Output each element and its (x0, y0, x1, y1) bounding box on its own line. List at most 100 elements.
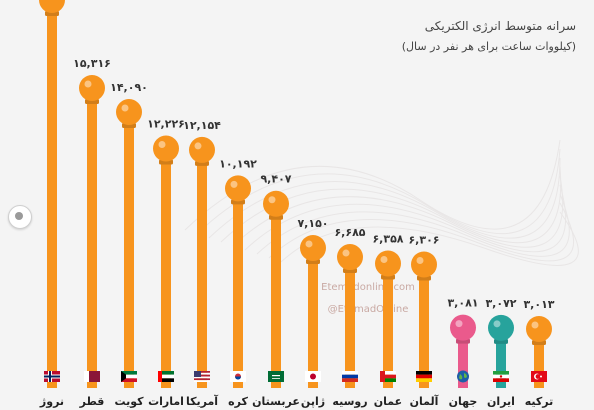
category-label: آلمان (410, 394, 439, 408)
bar-stem (271, 203, 281, 388)
category-label: نروژ (39, 395, 64, 408)
bar-uae: ۱۲,۲۲۶ امارات (147, 118, 185, 408)
bar-bulb (488, 314, 514, 341)
flag-japan-icon (305, 371, 321, 382)
value-label: ۱۲,۲۲۶ (147, 118, 185, 131)
value-label: ۶,۳۵۸ (372, 232, 403, 245)
bar-bulb (153, 135, 179, 162)
flag-norway-icon (44, 371, 60, 382)
bar-stem (233, 188, 243, 388)
category-label: ایران (487, 395, 515, 408)
chart-subtitle: (کیلووات ساعت برای هر نفر در سال) (402, 40, 576, 53)
bar-japan: ۷,۱۵۰ ژاپن (297, 217, 328, 408)
background-swirl (268, 202, 575, 262)
background-swirl (280, 211, 579, 266)
bar-kuwait: ۱۴,۰۹۰ کویت (110, 81, 148, 408)
category-label: ژاپن (301, 395, 325, 408)
bar-germany: ۶,۳۰۶ آلمان (408, 233, 439, 408)
bar-bulb (39, 0, 65, 13)
bar-bulb (300, 234, 326, 261)
background-swirl (208, 157, 561, 239)
watermark-handle: @EtemadOnline (328, 304, 409, 315)
bar-stem (87, 88, 97, 388)
bar-iran: ۳,۰۷۲ ایران (485, 297, 516, 408)
flag-russia-icon (342, 371, 358, 382)
value-label: ۶,۶۸۵ (334, 226, 365, 239)
category-label: ترکیه (525, 395, 554, 408)
bar-stem (161, 148, 171, 388)
bar-highlight (194, 142, 202, 150)
category-label: آمریکا (186, 394, 218, 408)
bar-bulb (450, 314, 476, 341)
bar-bulb (116, 99, 142, 126)
flag-turkey-icon (531, 371, 547, 382)
category-label: روسیه (332, 395, 367, 408)
bar-oman: ۶,۳۵۸ عمان (372, 232, 403, 408)
bar-stem (308, 247, 318, 388)
background-swirl (256, 193, 570, 257)
flag-south-korea-icon (230, 371, 246, 382)
flag-saudi-arabia-icon (268, 371, 284, 382)
bar-norway: نروژ (39, 0, 65, 408)
background-swirl (244, 184, 567, 253)
bar-stem (534, 328, 544, 388)
value-label: ۱۴,۰۹۰ (110, 81, 148, 94)
bar-world: ۳,۰۸۱ جهان (447, 297, 478, 408)
watermark-url: Etemadonline.com (321, 282, 415, 293)
category-label: جهان (449, 395, 478, 408)
value-label: ۷,۱۵۰ (297, 217, 328, 230)
flag-germany-icon (416, 371, 432, 382)
bar-saudi-arabia: ۹,۴۰۷ عربستان (252, 173, 300, 408)
bar-russia: ۶,۶۸۵ روسیه (332, 226, 367, 408)
flag-world-icon (457, 370, 469, 383)
bar-stem (345, 257, 355, 388)
bar-highlight (380, 255, 388, 263)
bar-qatar: ۱۵,۳۱۶ قطر (73, 57, 111, 408)
bar-highlight (455, 320, 463, 328)
background-swirl (232, 175, 564, 248)
chart-title: سرانه متوسط انرژی الکتریکی (425, 19, 576, 34)
flag-uae-icon (158, 371, 174, 382)
bar-highlight (84, 80, 92, 88)
bar-bulb (263, 190, 289, 217)
carousel-prev-button[interactable] (8, 205, 32, 229)
bar-highlight (158, 141, 166, 149)
bar-stem (124, 112, 134, 388)
bar-stem (383, 263, 393, 388)
bar-bulb (375, 250, 401, 277)
category-label: عربستان (252, 395, 300, 408)
bar-bulb (411, 251, 437, 278)
flag-usa-icon (194, 371, 210, 382)
bar-stem (496, 327, 506, 388)
bar-highlight (305, 240, 313, 248)
category-label: امارات (148, 395, 184, 408)
bar-stem (47, 0, 57, 388)
bar-bulb (79, 75, 105, 101)
category-label: کویت (114, 395, 144, 408)
watermark: Etemadonline.com @EtemadOnline (321, 282, 415, 315)
bar-highlight (416, 256, 424, 264)
category-label: قطر (79, 395, 105, 408)
background-decoration (184, 139, 579, 266)
value-label: ۱۰,۱۹۲ (219, 157, 257, 170)
bar-highlight (230, 180, 238, 188)
bar-south-korea: ۱۰,۱۹۲ کره (219, 157, 257, 408)
flag-kuwait-icon (121, 371, 137, 382)
bar-usa: ۱۲,۱۵۴ آمریکا (183, 119, 221, 408)
flag-oman-icon (380, 371, 396, 382)
value-label: ۳,۰۷۲ (485, 297, 516, 310)
background-swirl (196, 148, 561, 235)
bar-stem (419, 264, 429, 388)
bar-stem (197, 149, 207, 388)
category-label: عمان (374, 395, 402, 408)
bar-highlight (342, 249, 350, 257)
value-label: ۱۵,۳۱۶ (73, 57, 111, 70)
bar-bulb (189, 136, 215, 163)
value-label: ۹,۴۰۷ (260, 173, 291, 186)
bar-highlight (268, 196, 276, 204)
bar-bulb (225, 175, 251, 202)
bar-highlight (121, 104, 129, 112)
value-label: ۱۲,۱۵۴ (183, 119, 221, 132)
category-label: کره (228, 395, 248, 408)
